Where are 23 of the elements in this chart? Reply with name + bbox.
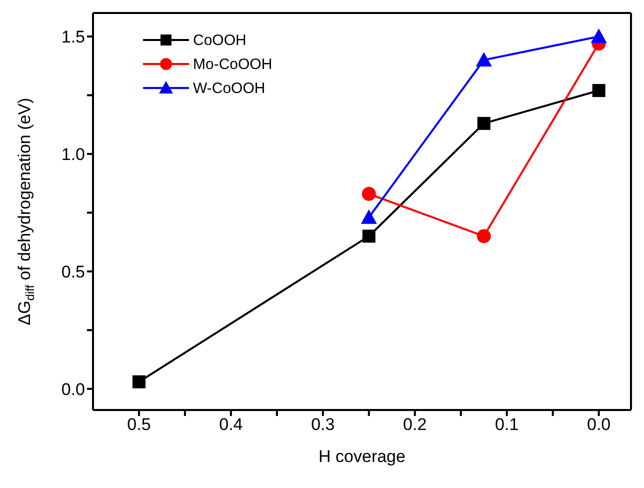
x-tick-label: 0.4 bbox=[219, 415, 243, 434]
legend-label: CoOOH bbox=[193, 32, 246, 48]
point bbox=[590, 28, 607, 43]
point bbox=[476, 229, 491, 244]
legend-label: Mo-CoOOH bbox=[193, 56, 272, 72]
y-tick-label: 1.0 bbox=[61, 144, 85, 164]
point bbox=[362, 186, 376, 201]
legend-label: W-CoOOH bbox=[193, 80, 266, 96]
point bbox=[360, 209, 377, 224]
y-tick-label: 1.5 bbox=[61, 28, 85, 47]
y-tick-label: 0.5 bbox=[61, 262, 85, 282]
point bbox=[477, 116, 490, 130]
x-tick-label: 0.1 bbox=[495, 415, 519, 434]
x-tick-label: 0.0 bbox=[586, 415, 611, 434]
x-tick-label: 0.5 bbox=[127, 415, 151, 434]
x-tick-label: 0.3 bbox=[311, 415, 335, 434]
point bbox=[132, 375, 146, 388]
x-axis-title: H coverage bbox=[318, 447, 406, 466]
x-tick-label: 0.2 bbox=[403, 415, 427, 434]
point bbox=[592, 84, 606, 98]
y-tick-label: 0.0 bbox=[61, 380, 85, 399]
point bbox=[476, 52, 492, 66]
point bbox=[362, 230, 376, 243]
